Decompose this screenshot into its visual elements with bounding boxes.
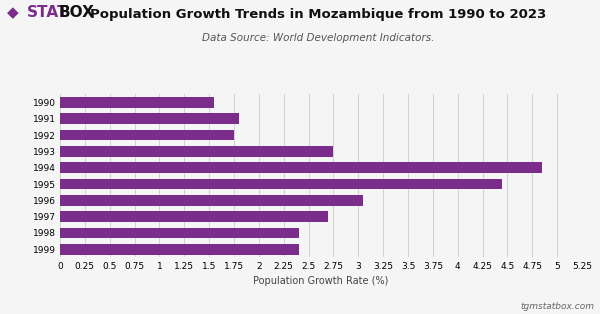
Text: Data Source: World Development Indicators.: Data Source: World Development Indicator… <box>202 33 434 43</box>
Bar <box>60 195 363 206</box>
Bar <box>60 146 334 157</box>
Text: ◆: ◆ <box>7 5 19 20</box>
Bar <box>60 130 234 140</box>
Bar <box>60 244 299 255</box>
Bar <box>60 179 502 189</box>
Bar <box>60 162 542 173</box>
Text: tgmstatbox.com: tgmstatbox.com <box>520 302 594 311</box>
Bar <box>60 228 299 238</box>
Text: Population Growth Trends in Mozambique from 1990 to 2023: Population Growth Trends in Mozambique f… <box>90 8 546 21</box>
Text: BOX: BOX <box>59 5 95 20</box>
Bar <box>60 211 328 222</box>
Bar <box>60 113 239 124</box>
X-axis label: Population Growth Rate (%): Population Growth Rate (%) <box>253 276 389 286</box>
Text: STAT: STAT <box>27 5 68 20</box>
Bar <box>60 97 214 108</box>
